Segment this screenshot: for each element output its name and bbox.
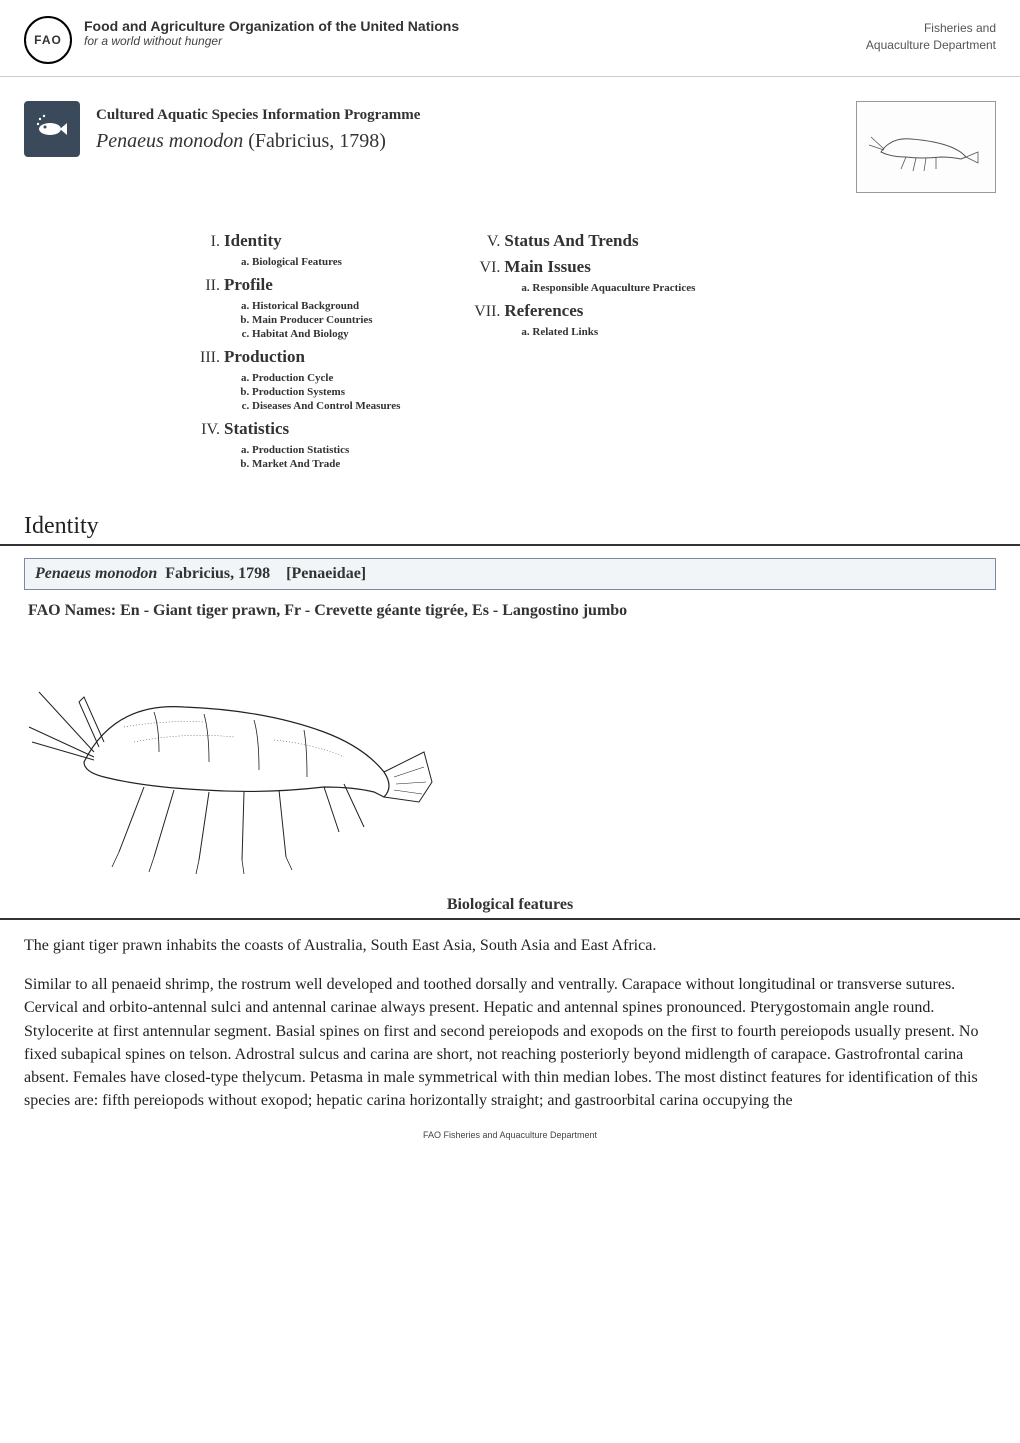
- body-paragraph-2: Similar to all penaeid shrimp, the rostr…: [0, 973, 1020, 1112]
- casip-icon: [24, 101, 80, 157]
- fao-names-line: FAO Names: En - Giant tiger prawn, Fr - …: [28, 602, 992, 620]
- shrimp-drawing-icon: [24, 632, 444, 892]
- species-latin: Penaeus monodon: [96, 130, 243, 152]
- taxonomy-box: Penaeus monodon Fabricius, 1798 [Penaeid…: [24, 558, 996, 590]
- seal-letters: FAO: [34, 34, 62, 46]
- header-left: FAO Food and Agriculture Organization of…: [24, 16, 459, 64]
- banner-text: Cultured Aquatic Species Information Pro…: [96, 101, 420, 153]
- toc-section-label[interactable]: Statistics: [224, 417, 289, 441]
- dept-line-2: Aquaculture Department: [866, 37, 996, 54]
- page-footer: FAO Fisheries and Aquaculture Department: [0, 1128, 1020, 1148]
- table-of-contents: Identity Biological Features Profile His…: [0, 209, 1020, 495]
- org-title: Food and Agriculture Organization of the…: [84, 18, 459, 34]
- toc-section-label[interactable]: Status And Trends: [504, 229, 638, 253]
- toc-sublist: Historical Background Main Producer Coun…: [224, 299, 400, 341]
- header-title-block: Food and Agriculture Organization of the…: [84, 16, 459, 48]
- toc-subitem[interactable]: Production Systems: [252, 385, 400, 399]
- toc-sublist: Production Statistics Market And Trade: [224, 443, 400, 471]
- body-paragraph-1: The giant tiger prawn inhabits the coast…: [0, 934, 1020, 957]
- taxo-family: [Penaeidae]: [286, 565, 366, 582]
- toc-section-label[interactable]: Identity: [224, 229, 282, 253]
- species-illustration: [24, 632, 444, 892]
- species-authority: (Fabricius, 1798): [248, 130, 386, 152]
- toc-subitem[interactable]: Biological Features: [252, 255, 400, 269]
- taxo-authority: Fabricius, 1798: [165, 565, 270, 582]
- taxo-latin: Penaeus monodon: [35, 565, 157, 582]
- subsection-heading-bio: Biological features: [0, 892, 1020, 920]
- toc-sublist: Responsible Aquaculture Practices: [504, 281, 695, 295]
- species-banner: Cultured Aquatic Species Information Pro…: [0, 77, 1020, 209]
- toc-section-label[interactable]: Profile: [224, 273, 273, 297]
- toc-subitem[interactable]: Related Links: [532, 325, 695, 339]
- toc-section-label[interactable]: Main Issues: [504, 255, 590, 279]
- toc-subitem[interactable]: Responsible Aquaculture Practices: [532, 281, 695, 295]
- header-right: Fisheries and Aquaculture Department: [866, 16, 996, 54]
- dept-line-1: Fisheries and: [866, 20, 996, 37]
- programme-title: Cultured Aquatic Species Information Pro…: [96, 107, 420, 124]
- toc-item: Identity Biological Features: [224, 229, 400, 269]
- toc-sublist: Biological Features: [224, 255, 400, 269]
- toc-sublist: Related Links: [504, 325, 695, 339]
- toc-list-right: Status And Trends Main Issues Responsibl…: [480, 229, 695, 339]
- toc-subitem[interactable]: Market And Trade: [252, 457, 400, 471]
- toc-subitem[interactable]: Habitat And Biology: [252, 327, 400, 341]
- species-thumbnail: [856, 101, 996, 193]
- section-heading-identity: Identity: [0, 505, 1020, 546]
- shrimp-line-icon: [866, 117, 986, 177]
- toc-subitem[interactable]: Production Cycle: [252, 371, 400, 385]
- toc-list-left: Identity Biological Features Profile His…: [200, 229, 400, 471]
- page-header: FAO Food and Agriculture Organization of…: [0, 0, 1020, 77]
- banner-left: Cultured Aquatic Species Information Pro…: [24, 101, 420, 157]
- toc-item: Production Production Cycle Production S…: [224, 345, 400, 413]
- fao-seal-icon: FAO: [24, 16, 72, 64]
- toc-item: References Related Links: [504, 299, 695, 339]
- species-line: Penaeus monodon (Fabricius, 1798): [96, 130, 420, 153]
- toc-subitem[interactable]: Production Statistics: [252, 443, 400, 457]
- toc-right-column: Status And Trends Main Issues Responsibl…: [480, 229, 695, 475]
- toc-item: Profile Historical Background Main Produ…: [224, 273, 400, 341]
- toc-subitem[interactable]: Historical Background: [252, 299, 400, 313]
- toc-sublist: Production Cycle Production Systems Dise…: [224, 371, 400, 413]
- toc-left-column: Identity Biological Features Profile His…: [200, 229, 400, 475]
- toc-section-label[interactable]: References: [504, 299, 583, 323]
- toc-subitem[interactable]: Diseases And Control Measures: [252, 399, 400, 413]
- toc-item: Main Issues Responsible Aquaculture Prac…: [504, 255, 695, 295]
- toc-section-label[interactable]: Production: [224, 345, 305, 369]
- toc-subitem[interactable]: Main Producer Countries: [252, 313, 400, 327]
- toc-item: Statistics Production Statistics Market …: [224, 417, 400, 471]
- org-tagline: for a world without hunger: [84, 34, 459, 48]
- fish-icon: [34, 111, 70, 147]
- toc-item: Status And Trends: [504, 229, 695, 253]
